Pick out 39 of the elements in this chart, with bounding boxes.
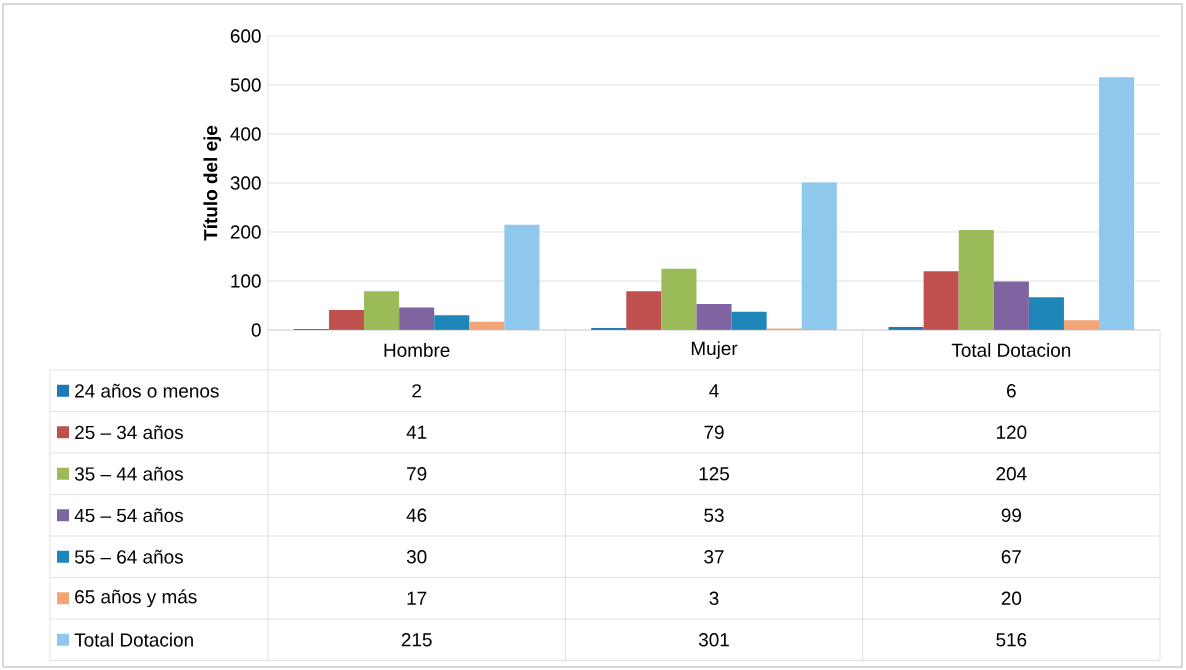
legend-label: Total Dotacion: [74, 632, 193, 647]
y-tick-label: 300: [230, 176, 261, 190]
data-label: 215: [401, 633, 432, 647]
data-label: 79: [407, 467, 427, 481]
y-tick-label: 400: [230, 127, 261, 141]
y-axis-title: Título del eje: [203, 125, 222, 241]
y-tick-label: 0: [251, 323, 261, 337]
legend-label: 24 años o menos: [75, 383, 219, 398]
legend-label: 35 – 44 años: [74, 466, 183, 481]
y-tick-label: 500: [230, 78, 261, 92]
y-tick-label: 600: [230, 29, 261, 43]
data-label: 4: [709, 384, 719, 398]
data-label: 2: [412, 384, 421, 398]
x-tick-label: Mujer: [691, 341, 738, 359]
legend-label: 65 años y más: [75, 589, 197, 608]
data-label: 37: [704, 550, 724, 564]
data-label: 30: [406, 550, 427, 564]
data-label: 41: [406, 425, 427, 439]
x-tick-label: Hombre: [384, 343, 450, 357]
legend-label: 45 – 54 años: [74, 508, 183, 523]
data-label: 3: [709, 591, 719, 605]
data-label: 53: [704, 508, 724, 522]
data-label: 301: [698, 633, 729, 647]
data-label: 20: [1001, 591, 1022, 605]
x-tick-label: Total Dotacion: [951, 343, 1071, 357]
data-label: 516: [996, 633, 1027, 647]
data-label: 67: [1001, 550, 1021, 564]
data-label: 6: [1007, 384, 1016, 398]
data-label: 120: [996, 425, 1027, 439]
data-label: 99: [1001, 508, 1021, 522]
legend-label: 25 – 34 años: [75, 425, 183, 440]
legend-label: 55 – 64 años: [74, 549, 183, 564]
data-label: 17: [407, 591, 427, 605]
y-tick-label: 200: [230, 225, 261, 239]
data-label: 79: [704, 425, 724, 439]
data-label: 125: [699, 467, 729, 481]
data-label: 46: [406, 508, 427, 522]
y-tick-label: 100: [231, 274, 261, 288]
data-label: 204: [996, 467, 1027, 481]
